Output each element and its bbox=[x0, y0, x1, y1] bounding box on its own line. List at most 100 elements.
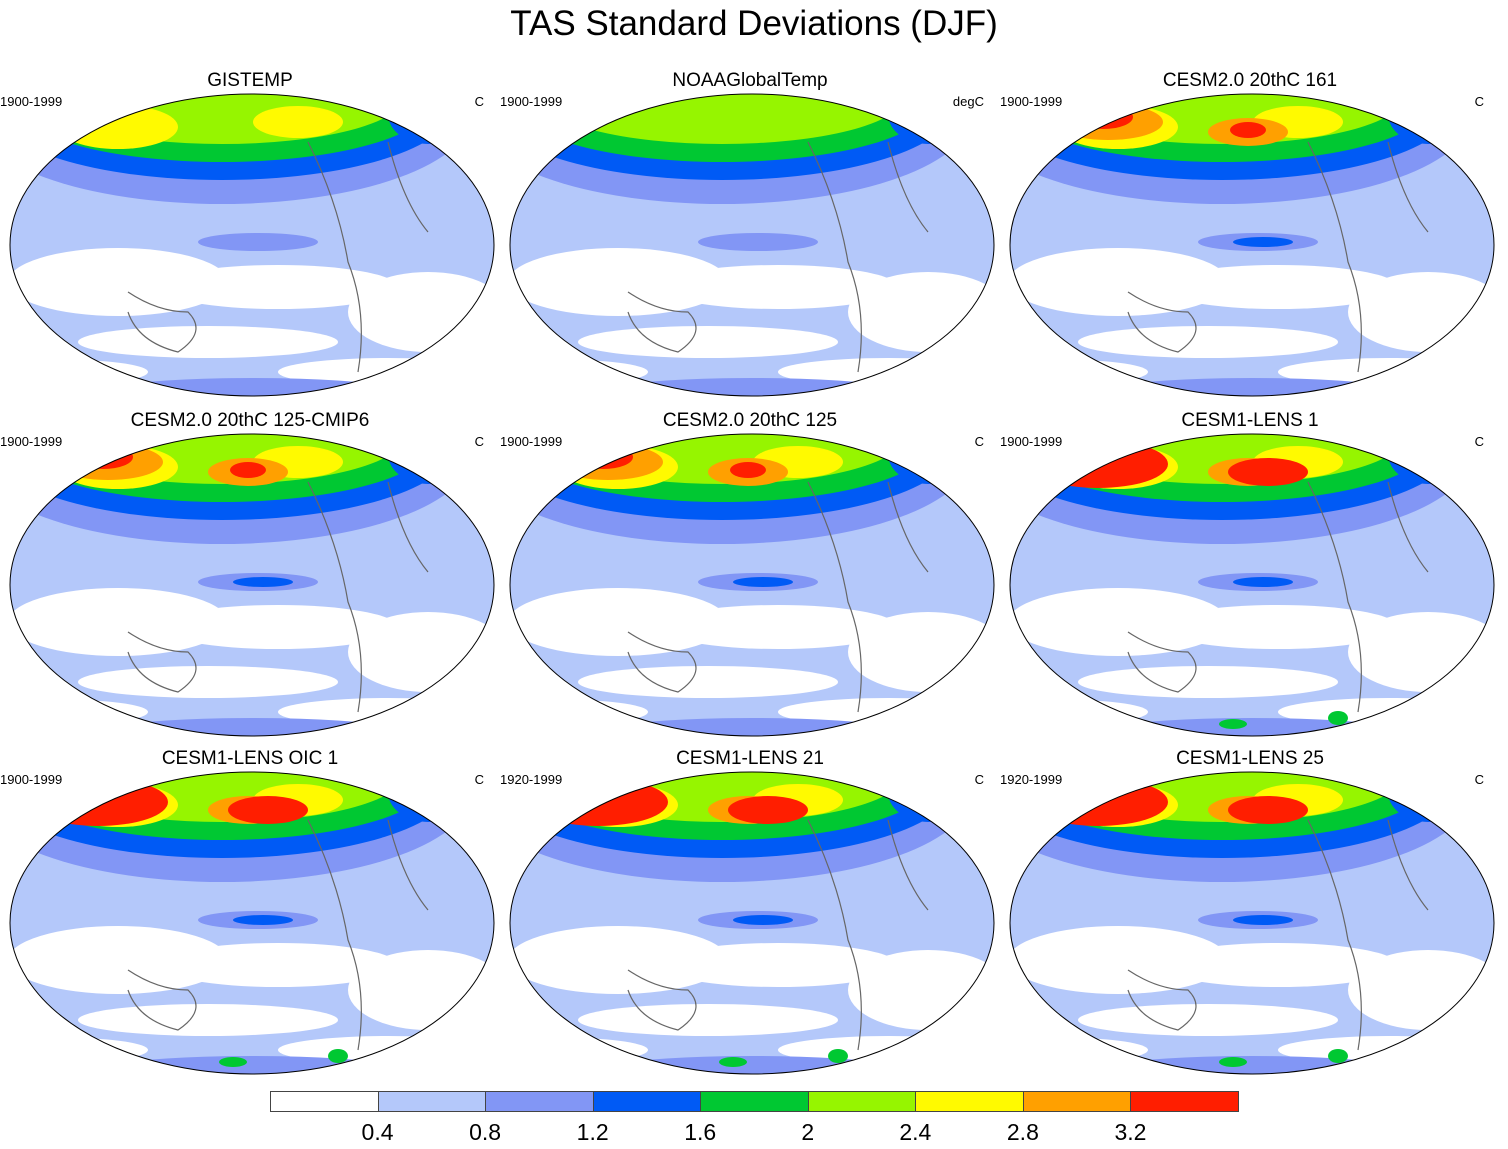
contour-antarctic bbox=[1052, 378, 1452, 396]
contour-white bbox=[1158, 943, 1398, 987]
contour-antarctic bbox=[552, 718, 952, 736]
panel-period: 1900-1999 bbox=[0, 434, 63, 449]
map-panel: CESM1-LENS 21 1920-1999 C bbox=[500, 748, 1000, 1078]
map-outline bbox=[9, 771, 495, 1075]
contour-antarctic bbox=[1052, 718, 1452, 736]
contour-antarctic bbox=[52, 378, 452, 396]
contour-na-yellow bbox=[253, 106, 343, 138]
contour-nh bbox=[542, 94, 902, 144]
contour-white bbox=[78, 326, 338, 358]
contour-antarctic bbox=[1052, 1056, 1452, 1074]
map-panel: CESM1-LENS OIC 1 1900-1999 C bbox=[0, 748, 500, 1078]
colorbar-box bbox=[1022, 1091, 1132, 1112]
map-outline bbox=[1009, 771, 1495, 1075]
contour-white bbox=[158, 605, 398, 649]
panel-title: CESM1-LENS 25 bbox=[1176, 748, 1324, 769]
contour-white bbox=[10, 588, 228, 656]
panel-period: 1900-1999 bbox=[0, 772, 63, 787]
contour-enso-core bbox=[233, 577, 293, 587]
panel-period: 1920-1999 bbox=[1000, 772, 1063, 787]
colorbar-label: 3.2 bbox=[1114, 1119, 1147, 1145]
map-outline bbox=[1009, 93, 1495, 397]
contour-na-red bbox=[728, 796, 808, 824]
contour-white bbox=[578, 326, 838, 358]
field-layer bbox=[10, 772, 494, 1074]
contour-antarctic-green bbox=[719, 1057, 747, 1067]
colorbar-box bbox=[915, 1091, 1024, 1112]
contour-white bbox=[510, 588, 728, 656]
contour-na bbox=[388, 772, 468, 822]
panel-title: CESM1-LENS 1 bbox=[1181, 410, 1319, 431]
contour-antarctic bbox=[52, 718, 452, 736]
panel-units: C bbox=[1474, 772, 1484, 787]
contour-na-red bbox=[230, 462, 266, 478]
panel-units: C bbox=[474, 434, 484, 449]
coastline bbox=[127, 141, 429, 373]
panel-title: CESM2.0 20thC 161 bbox=[1162, 70, 1338, 91]
panel-period: 1900-1999 bbox=[1000, 434, 1063, 449]
map-panel: CESM2.0 20thC 125 1900-1999 C bbox=[500, 410, 1000, 740]
panel-period: 1900-1999 bbox=[1000, 94, 1063, 109]
colorbar-label: 0.4 bbox=[361, 1119, 394, 1145]
colorbar-box bbox=[1130, 1091, 1239, 1112]
colorbar-label: 0.8 bbox=[469, 1119, 502, 1145]
field-layer bbox=[510, 434, 994, 736]
contour-white bbox=[1158, 605, 1398, 649]
contour-white bbox=[510, 248, 728, 316]
contour-na-red bbox=[228, 796, 308, 824]
contour-enso-core bbox=[1233, 577, 1293, 587]
field-layer bbox=[1010, 772, 1494, 1074]
main-title: TAS Standard Deviations (DJF) bbox=[510, 4, 998, 43]
contour-na-red bbox=[730, 462, 766, 478]
contour-white bbox=[658, 265, 898, 309]
map-outline bbox=[509, 771, 995, 1075]
panel-units: C bbox=[474, 94, 484, 109]
contour-na-red bbox=[1228, 796, 1308, 824]
contour-white bbox=[1010, 588, 1228, 656]
coastline bbox=[127, 481, 429, 713]
contour-na bbox=[1388, 94, 1468, 144]
contour-antarctic-green bbox=[1328, 711, 1348, 725]
contour-white bbox=[1158, 265, 1398, 309]
map-panel: NOAAGlobalTemp 1900-1999 degC bbox=[500, 70, 1000, 400]
colorbar-label: 1.2 bbox=[576, 1119, 609, 1145]
robinson-map bbox=[1009, 771, 1495, 1075]
contour-antarctic-green bbox=[828, 1049, 848, 1063]
field-layer bbox=[10, 434, 494, 736]
panel-period: 1900-1999 bbox=[500, 434, 563, 449]
panel-title: CESM1-LENS 21 bbox=[676, 748, 824, 769]
map-panel: CESM2.0 20thC 161 1900-1999 C bbox=[1000, 70, 1500, 400]
robinson-map bbox=[509, 93, 995, 397]
panel-period: 1900-1999 bbox=[500, 94, 563, 109]
colorbar-box bbox=[700, 1091, 809, 1112]
contour-enso bbox=[698, 233, 818, 251]
contour-white bbox=[1010, 248, 1228, 316]
panel-units: degC bbox=[952, 94, 984, 109]
panel-units: C bbox=[974, 434, 984, 449]
robinson-map bbox=[9, 93, 495, 397]
map-panel: CESM1-LENS 25 1920-1999 C bbox=[1000, 748, 1500, 1078]
panel-units: C bbox=[974, 772, 984, 787]
contour-antarctic bbox=[552, 378, 952, 396]
contour-white bbox=[1078, 1004, 1338, 1036]
coastline bbox=[127, 819, 429, 1051]
contour-white bbox=[158, 265, 398, 309]
contour-white bbox=[10, 926, 228, 994]
panel-title: GISTEMP bbox=[207, 70, 293, 91]
panel-units: C bbox=[1474, 434, 1484, 449]
map-panel: GISTEMP 1900-1999 C bbox=[0, 70, 500, 400]
coastline bbox=[1127, 819, 1429, 1051]
contour-enso bbox=[198, 233, 318, 251]
panel-title: NOAAGlobalTemp bbox=[672, 70, 828, 91]
field-layer bbox=[1010, 434, 1494, 736]
contour-enso-core bbox=[1233, 915, 1293, 925]
contour-white bbox=[78, 1004, 338, 1036]
panel-period: 1920-1999 bbox=[500, 772, 563, 787]
contour-white bbox=[1078, 326, 1338, 358]
map-outline bbox=[509, 433, 995, 737]
colorbar-label: 2 bbox=[801, 1119, 815, 1145]
contour-white bbox=[578, 1004, 838, 1036]
coastline bbox=[627, 481, 929, 713]
field-layer bbox=[510, 94, 994, 396]
contour-antarctic bbox=[552, 1056, 952, 1074]
